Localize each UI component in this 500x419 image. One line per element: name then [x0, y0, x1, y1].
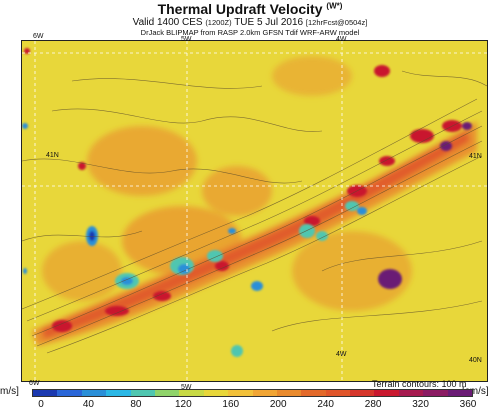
- color-scale-swatch: [179, 390, 204, 396]
- color-scale-swatch: [57, 390, 82, 396]
- color-scale-tick: 280: [364, 399, 382, 410]
- color-scale-swatch: [252, 390, 277, 396]
- color-scale-swatch: [228, 390, 253, 396]
- color-scale-swatch: [374, 390, 399, 396]
- terrain-contours: [22, 70, 487, 354]
- model-credit: DrJack BLIPMAP from RASP 2.0km GFSN Tdif…: [140, 28, 360, 37]
- color-scale-tick: 360: [459, 399, 477, 410]
- ridge-band: [32, 121, 477, 346]
- color-scale-tick: 80: [130, 399, 142, 410]
- color-scale-swatch: [350, 390, 375, 396]
- color-scale-swatch: [325, 390, 351, 396]
- valid-time: Valid 1400 CES (1200Z) TUE 5 Jul 2016 [1…: [132, 17, 368, 28]
- unit-label-left: m/s]: [0, 386, 19, 397]
- lon-label-5w-top: 5W: [181, 36, 192, 43]
- lat-label-40n-right: 40N: [469, 357, 482, 364]
- color-scale-swatch: [276, 390, 302, 396]
- color-scale-tick: 320: [412, 399, 429, 410]
- terrain-contour-note: Terrain contours: 100 m: [372, 379, 467, 389]
- color-scale-swatch: [423, 390, 448, 396]
- lon-label-4w-top: 4W: [336, 36, 347, 43]
- color-scale-swatch: [154, 390, 180, 396]
- color-scale-tick: 240: [317, 399, 334, 410]
- thermal-map: [21, 40, 488, 382]
- color-scale-bar: [32, 389, 473, 397]
- unit-label-right: [cm/s]: [462, 386, 489, 397]
- color-scale-swatch: [106, 390, 131, 396]
- color-scale-swatch: [398, 390, 424, 396]
- lat-lon-grid: [22, 41, 487, 381]
- map-canvas: [22, 41, 487, 381]
- lat-label-41n-left: 41N: [46, 152, 59, 159]
- color-scale-tick: 160: [222, 399, 240, 410]
- map-title: Thermal Updraft Velocity (W*): [157, 1, 343, 17]
- color-scale-swatch: [203, 390, 229, 396]
- color-scale-tick: 200: [269, 399, 287, 410]
- color-scale-tick: 120: [174, 399, 192, 410]
- lon-label-5w-bottom: 5W: [181, 384, 192, 391]
- color-scale-swatch: [130, 390, 155, 396]
- lon-label-4w-bottom: 4W: [336, 351, 347, 358]
- color-scale-swatch: [81, 390, 107, 396]
- color-scale-swatch: [33, 390, 58, 396]
- color-scale-tick: 0: [38, 399, 44, 410]
- orange-regions: [42, 56, 412, 311]
- lat-label-41n-right: 41N: [469, 153, 482, 160]
- low-spots: [22, 123, 367, 357]
- lon-label-6w-top: 6W: [33, 33, 44, 40]
- color-scale-swatch: [301, 390, 326, 396]
- lon-label-6w-bottom: 6W: [29, 380, 40, 387]
- color-scale-tick: 40: [82, 399, 94, 410]
- color-scale-swatch: [447, 390, 473, 396]
